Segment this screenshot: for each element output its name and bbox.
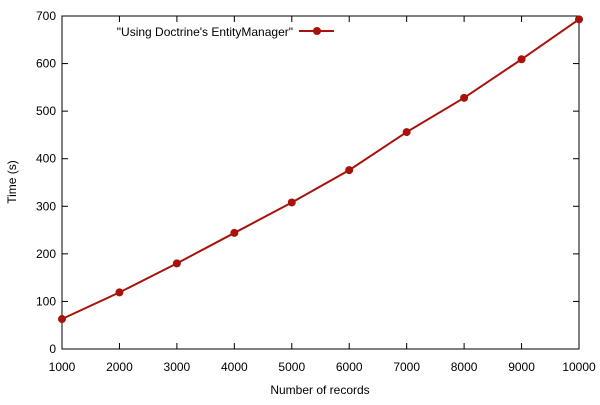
x-tick-label: 3000	[164, 360, 191, 374]
y-tick-label: 0	[49, 342, 56, 356]
x-tick-label: 2000	[106, 360, 133, 374]
data-point	[402, 128, 411, 137]
data-point	[517, 55, 526, 64]
x-tick-label: 9000	[508, 360, 535, 374]
x-tick-label: 7000	[393, 360, 420, 374]
x-tick-label: 8000	[451, 360, 478, 374]
y-axis-label: Time (s)	[5, 160, 19, 204]
y-axis-ticks: 0 100 200 300 400 500 600 700	[36, 9, 579, 356]
x-tick-label: 1000	[49, 360, 76, 374]
legend: "Using Doctrine's EntityManager"	[117, 25, 334, 39]
plot-frame	[61, 15, 580, 350]
y-tick-label: 300	[36, 199, 56, 213]
y-tick-label: 700	[36, 9, 56, 23]
data-point	[172, 259, 181, 268]
data-point	[575, 15, 583, 24]
legend-label: "Using Doctrine's EntityManager"	[117, 25, 293, 39]
x-tick-label: 5000	[278, 360, 305, 374]
y-tick-label: 200	[36, 247, 56, 261]
y-tick-label: 400	[36, 152, 56, 166]
legend-marker	[313, 27, 321, 35]
x-tick-label: 6000	[336, 360, 363, 374]
data-point	[460, 93, 469, 102]
series-line	[61, 18, 580, 320]
x-axis-label: Number of records	[270, 383, 369, 397]
data-point	[115, 288, 124, 297]
y-tick-label: 100	[36, 294, 56, 308]
x-axis-ticks: 1000 2000 3000 4000 5000 6000 7000 8000 9000 1000…	[49, 16, 596, 374]
y-tick-label: 500	[36, 104, 56, 118]
series-layer	[58, 15, 583, 324]
data-point	[345, 166, 354, 175]
data-point	[58, 315, 66, 324]
y-tick-label: 600	[36, 57, 56, 71]
x-tick-label: 10000	[562, 360, 596, 374]
x-tick-label: 4000	[221, 360, 248, 374]
data-point	[230, 228, 239, 237]
data-point	[287, 198, 296, 207]
